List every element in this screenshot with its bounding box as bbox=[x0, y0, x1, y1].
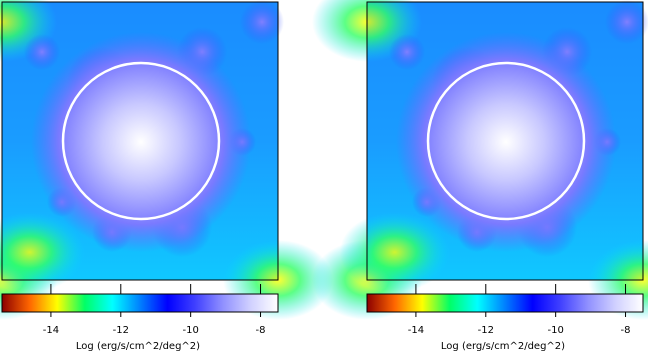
colorbar-tick-label: -12 bbox=[113, 325, 129, 336]
map-source bbox=[389, 34, 425, 70]
map-frame bbox=[366, 1, 644, 281]
map-panel bbox=[312, 0, 648, 320]
map-frame bbox=[1, 1, 279, 281]
colorbar-tick-label: -14 bbox=[408, 325, 424, 336]
colorbar-tick-label: -14 bbox=[43, 325, 59, 336]
colorbar-tick-label: -10 bbox=[182, 325, 198, 336]
map-bright-edge bbox=[0, 212, 85, 293]
colorbar-label: Log (erg/s/cm^2/deg^2) bbox=[76, 341, 200, 352]
map-aperture bbox=[61, 61, 221, 221]
colorbar-tick-label: -8 bbox=[621, 325, 631, 336]
colorbar-tick-label: -8 bbox=[256, 325, 266, 336]
map-source bbox=[605, 0, 648, 44]
colorbar-tick-label: -10 bbox=[547, 325, 563, 336]
map-source bbox=[240, 0, 284, 44]
colorbar-tick-label: -12 bbox=[478, 325, 494, 336]
colorbar bbox=[1, 293, 279, 313]
colorbar bbox=[366, 293, 644, 313]
colorbar-label: Log (erg/s/cm^2/deg^2) bbox=[441, 341, 565, 352]
map-aperture bbox=[426, 61, 586, 221]
map-panel bbox=[0, 0, 333, 320]
map-source bbox=[24, 34, 60, 70]
